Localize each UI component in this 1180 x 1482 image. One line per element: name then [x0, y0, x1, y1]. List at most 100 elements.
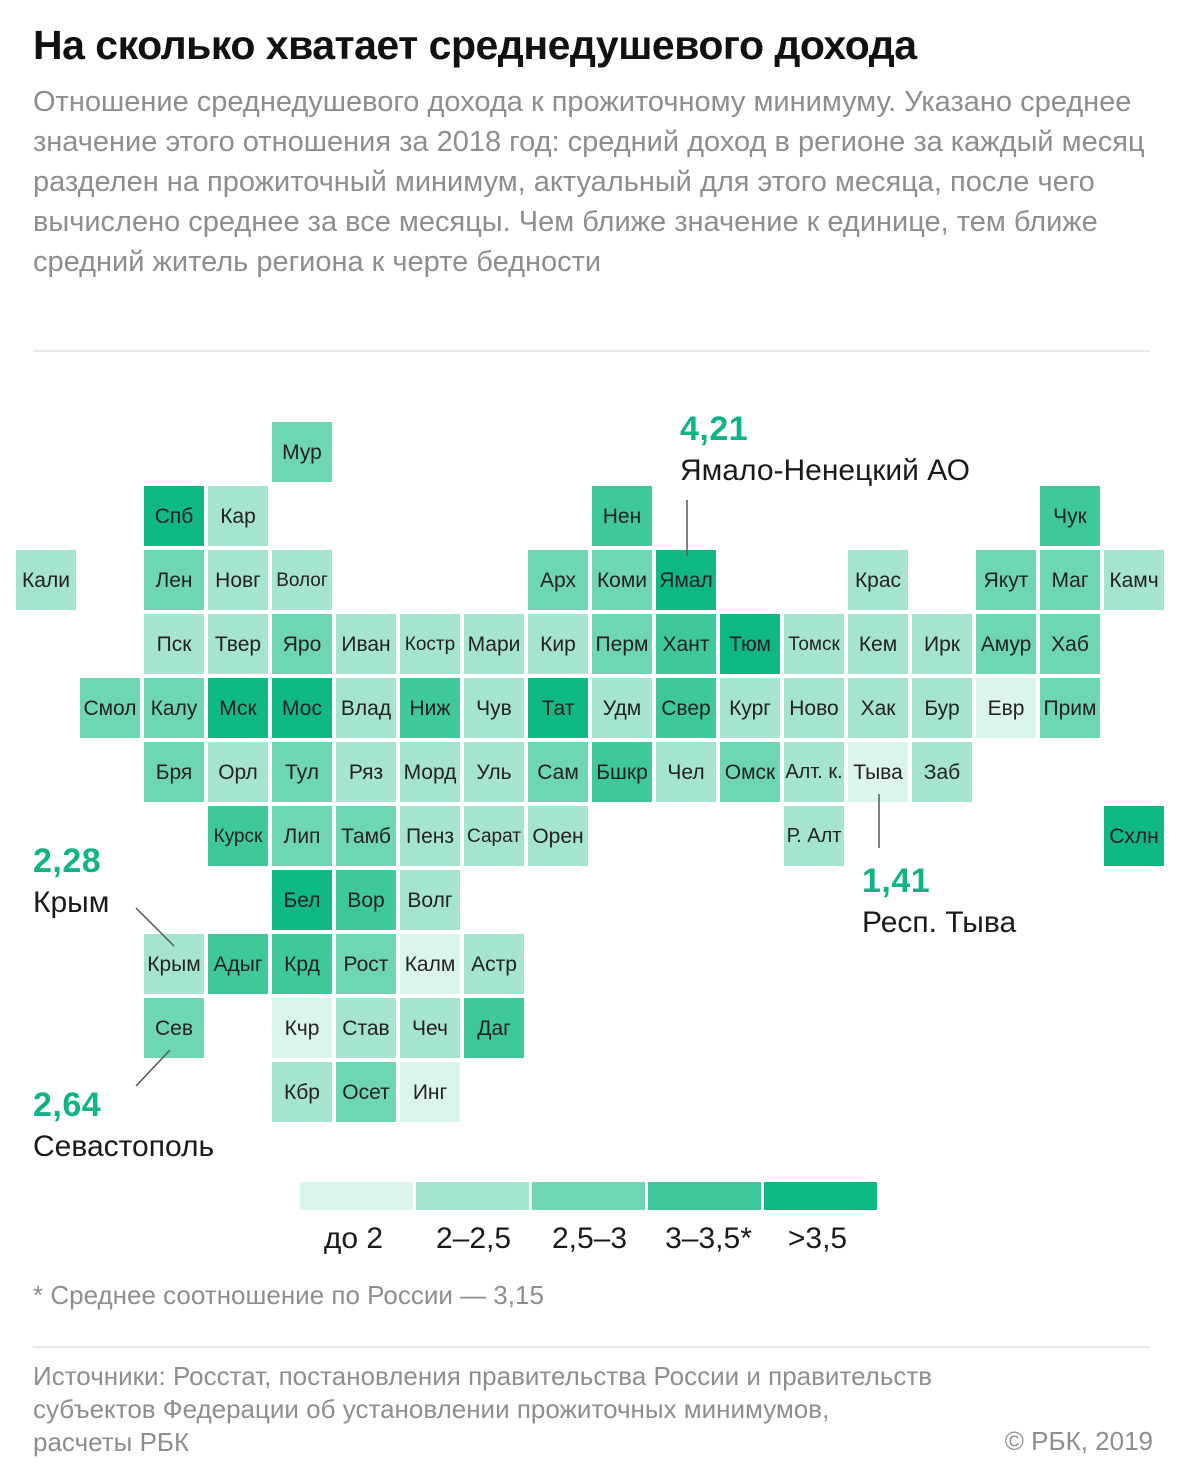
region-tile: Заб	[912, 742, 972, 802]
region-tile: Орен	[528, 806, 588, 866]
region-tile: Адыг	[208, 934, 268, 994]
region-tile: Кир	[528, 614, 588, 674]
region-tile: Евр	[976, 678, 1036, 738]
region-tile: Влад	[336, 678, 396, 738]
page-title: На сколько хватает среднедушевого дохода	[33, 22, 917, 68]
region-tile: Иван	[336, 614, 396, 674]
legend-swatch-0	[300, 1182, 413, 1210]
region-tile: Сам	[528, 742, 588, 802]
region-tile: Уль	[464, 742, 524, 802]
footnote: * Среднее соотношение по России — 3,15	[33, 1280, 544, 1310]
region-tile: Мур	[272, 422, 332, 482]
region-tile: Пск	[144, 614, 204, 674]
region-tile: Р. Алт	[784, 806, 844, 866]
bottom-divider	[33, 1346, 1150, 1348]
region-tile: Морд	[400, 742, 460, 802]
top-divider	[33, 350, 1150, 352]
region-tile: Ямал	[656, 550, 716, 610]
region-tile: Лип	[272, 806, 332, 866]
region-tile: Чел	[656, 742, 716, 802]
region-tile: Бел	[272, 870, 332, 930]
callout-yamal-label: Ямало-Ненецкий АО	[680, 454, 970, 487]
region-tile: Ново	[784, 678, 844, 738]
legend-label-0: до 2	[323, 1222, 384, 1255]
region-tile: Чук	[1040, 486, 1100, 546]
region-tile: Крд	[272, 934, 332, 994]
region-tile: Ирк	[912, 614, 972, 674]
region-tile: Чеч	[400, 998, 460, 1058]
region-tile: Новг	[208, 550, 268, 610]
region-tile: Астр	[464, 934, 524, 994]
region-tile: Перм	[592, 614, 652, 674]
region-tile: Калу	[144, 678, 204, 738]
region-tile: Став	[336, 998, 396, 1058]
region-tile: Крас	[848, 550, 908, 610]
region-tile: Спб	[144, 486, 204, 546]
callout-sev-label: Севастополь	[33, 1130, 215, 1163]
region-tile: Камч	[1104, 550, 1164, 610]
region-tile: Хант	[656, 614, 716, 674]
region-tile: Яро	[272, 614, 332, 674]
callout-sev-value: 2,64	[33, 1086, 102, 1124]
region-tile: Тул	[272, 742, 332, 802]
region-tile: Кург	[720, 678, 780, 738]
region-tile: Костр	[400, 614, 460, 674]
region-tile: Кали	[16, 550, 76, 610]
region-tile: Бур	[912, 678, 972, 738]
region-tile: Ниж	[400, 678, 460, 738]
subtitle: Отношение среднедушевого дохода к прожит…	[33, 86, 1145, 278]
region-tile: Инг	[400, 1062, 460, 1122]
region-tile: Хаб	[1040, 614, 1100, 674]
region-tile: Кбр	[272, 1062, 332, 1122]
callout-krym-label: Крым	[33, 886, 110, 919]
callout-tyva-label: Респ. Тыва	[862, 906, 1017, 939]
region-tile: Нен	[592, 486, 652, 546]
region-tile: Прим	[1040, 678, 1100, 738]
region-tile: Смол	[80, 678, 140, 738]
callout-yamal-value: 4,21	[680, 410, 749, 448]
legend-label-1: 2–2,5	[435, 1222, 512, 1255]
region-tile: Орл	[208, 742, 268, 802]
region-tile: Тюм	[720, 614, 780, 674]
region-tile: Арх	[528, 550, 588, 610]
region-tile: Алт. к.	[784, 742, 844, 802]
region-tile: Даг	[464, 998, 524, 1058]
region-tile: Удм	[592, 678, 652, 738]
region-tile: Тамб	[336, 806, 396, 866]
region-tile: Мари	[464, 614, 524, 674]
copyright: © РБК, 2019	[1004, 1426, 1153, 1456]
region-tile: Чув	[464, 678, 524, 738]
region-tile: Маг	[1040, 550, 1100, 610]
legend-label-4: >3,5	[787, 1222, 848, 1255]
legend-swatch-3	[648, 1182, 761, 1210]
region-tile: Твер	[208, 614, 268, 674]
region-tile: Свер	[656, 678, 716, 738]
callout-tyva-value: 1,41	[862, 862, 931, 900]
region-tile: Тат	[528, 678, 588, 738]
callout-krym-value: 2,28	[33, 842, 102, 880]
region-tile: Амур	[976, 614, 1036, 674]
region-tile: Лен	[144, 550, 204, 610]
region-tile: Курск	[208, 806, 268, 866]
region-tile: Пенз	[400, 806, 460, 866]
region-tile: Ряз	[336, 742, 396, 802]
region-tile: Рост	[336, 934, 396, 994]
region-tile: Сарат	[464, 806, 524, 866]
region-tile: Мск	[208, 678, 268, 738]
source-note: Источники: Росстат, постановления правит…	[33, 1361, 933, 1457]
legend-label-3: 3–3,5*	[665, 1222, 752, 1255]
region-tile: Осет	[336, 1062, 396, 1122]
region-tile: Тыва	[848, 742, 908, 802]
region-tile: Сев	[144, 998, 204, 1058]
region-tile: Волог	[272, 550, 332, 610]
region-tile: Волг	[400, 870, 460, 930]
region-tile: Томск	[784, 614, 844, 674]
region-tile: Якут	[976, 550, 1036, 610]
legend-swatch-2	[532, 1182, 645, 1210]
region-tile: Схлн	[1104, 806, 1164, 866]
region-tile: Вор	[336, 870, 396, 930]
region-tile: Хак	[848, 678, 908, 738]
region-tile: Мос	[272, 678, 332, 738]
legend-label-2: 2,5–3	[551, 1222, 628, 1255]
